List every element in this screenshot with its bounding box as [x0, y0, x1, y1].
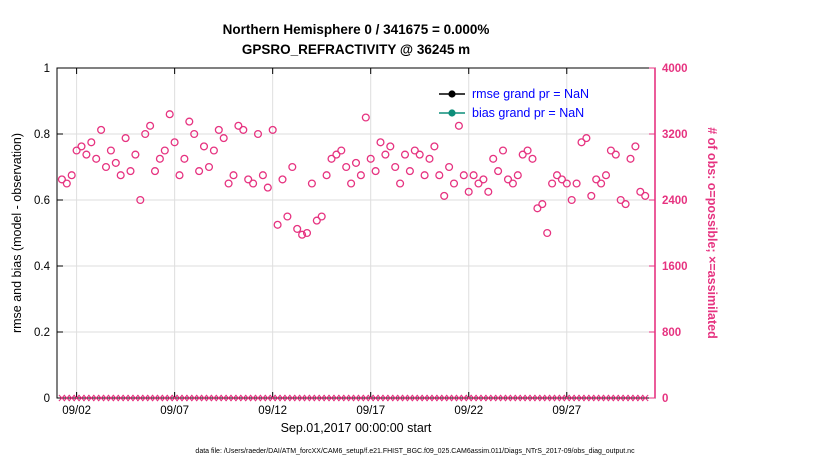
x-tick-label: 09/22 — [454, 405, 483, 417]
left-tick-label: 1 — [44, 63, 50, 75]
data-file-caption: data file: /Users/raeder/DAI/ATM_forcXX/… — [195, 448, 635, 455]
legend-label-rmse: rmse grand pr = NaN — [472, 86, 590, 101]
left-tick-label: 0.8 — [34, 129, 50, 141]
right-tick-label: 0 — [662, 393, 668, 405]
legend-label-bias: bias grand pr = NaN — [472, 105, 585, 120]
left-tick-label: 0.4 — [34, 261, 51, 273]
y-axis-label-right: # of obs: o=possible; ×=assimilated — [705, 127, 719, 339]
chart-title-line1: Northern Hemisphere 0 / 341675 = 0.000% — [222, 22, 490, 37]
left-tick-label: 0.6 — [34, 195, 50, 207]
right-tick-label: 1600 — [662, 261, 688, 273]
x-tick-label: 09/12 — [258, 405, 287, 417]
y-axis-label-left: rmse and bias (model - observation) — [10, 132, 24, 334]
right-tick-label: 3200 — [662, 129, 688, 141]
right-tick-label: 800 — [662, 327, 681, 339]
x-axis-label: Sep.01,2017 00:00:00 start — [280, 421, 432, 435]
x-tick-label: 09/02 — [62, 405, 91, 417]
legend-entry-bias: bias grand pr = NaN — [438, 103, 589, 122]
legend: rmse grand pr = NaN bias grand pr = NaN — [438, 84, 589, 122]
chart-title-line2: GPSRO_REFRACTIVITY @ 36245 m — [241, 42, 471, 57]
x-tick-label: 09/07 — [160, 405, 189, 417]
bias-line-dot-marker-icon — [439, 108, 465, 117]
x-tick-label: 09/27 — [552, 405, 581, 417]
assimilated-obs-points — [58, 394, 649, 402]
legend-entry-rmse: rmse grand pr = NaN — [438, 84, 589, 103]
ticks-and-tick-labels: 0 0.2 0.4 0.6 0.8 1 0 800 1600 2400 3200 4000 09/02 0… — [34, 63, 688, 417]
right-tick-label: 4000 — [662, 63, 688, 75]
gridlines — [57, 68, 655, 398]
right-tick-label: 2400 — [662, 195, 688, 207]
rmse-line-dot-marker-icon — [439, 89, 465, 98]
x-tick-label: 09/17 — [356, 405, 385, 417]
left-tick-label: 0 — [44, 393, 50, 405]
left-tick-label: 0.2 — [34, 327, 50, 339]
possible-obs-points — [57, 110, 650, 239]
